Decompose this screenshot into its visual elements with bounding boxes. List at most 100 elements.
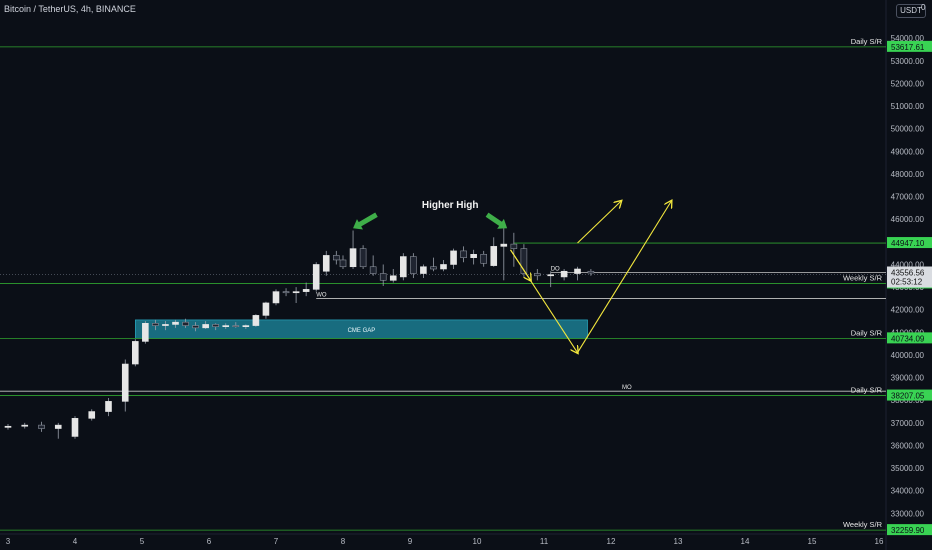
candle[interactable] (302, 289, 310, 292)
candle[interactable] (379, 273, 387, 281)
candle[interactable] (132, 341, 139, 365)
time-tick-label: 5 (140, 537, 145, 546)
symbol-title: Bitcoin / TetherUS, 4h, BINANCE (4, 4, 136, 14)
candle[interactable] (587, 270, 595, 274)
candle[interactable] (232, 325, 240, 327)
price-tick-label: 53000.00 (891, 57, 925, 66)
candle[interactable] (105, 401, 112, 412)
candle[interactable] (560, 270, 568, 278)
higher-high-label: Higher High (422, 200, 479, 211)
candle[interactable] (192, 325, 199, 329)
candle[interactable] (547, 274, 555, 277)
time-tick-label: 15 (808, 537, 817, 546)
time-tick-label: 14 (741, 537, 750, 546)
candle[interactable] (430, 266, 437, 270)
price-tick-label: 37000.00 (891, 419, 925, 428)
candle[interactable] (54, 424, 62, 429)
time-tick-label: 8 (341, 537, 346, 546)
candle[interactable] (322, 255, 330, 272)
candle[interactable] (574, 268, 581, 274)
time-tick-label: 12 (607, 537, 616, 546)
green-arrow[interactable] (485, 212, 508, 229)
candle[interactable] (272, 291, 280, 304)
candle[interactable] (162, 324, 169, 326)
candle[interactable] (339, 259, 347, 268)
candle[interactable] (332, 255, 340, 261)
candle[interactable] (292, 291, 300, 294)
time-tick-label: 16 (875, 537, 884, 546)
price-tick-label: 34000.00 (891, 487, 925, 496)
candle[interactable] (262, 302, 270, 316)
candle[interactable] (389, 275, 397, 281)
time-tick-label: 13 (674, 537, 683, 546)
current-price-text: 43556.56 (891, 269, 925, 278)
candle[interactable] (252, 315, 260, 326)
currency-caret[interactable]: 0 (921, 3, 926, 12)
price-tick-label: 40000.00 (891, 351, 925, 360)
price-tick-label: 36000.00 (891, 441, 925, 450)
projection-arrow[interactable] (577, 201, 672, 354)
time-tick-label: 6 (207, 537, 212, 546)
sr-price-tag (887, 389, 932, 401)
candle[interactable] (440, 264, 447, 270)
level-line-label: MO (622, 385, 632, 391)
price-tick-label: 39000.00 (891, 374, 925, 383)
candle[interactable] (533, 273, 541, 277)
candle[interactable] (410, 256, 417, 274)
candle[interactable] (4, 425, 12, 428)
candle[interactable] (420, 266, 427, 274)
candle[interactable] (212, 324, 219, 327)
candle[interactable] (142, 323, 149, 342)
candle[interactable] (399, 256, 407, 278)
sr-price-tag (887, 332, 932, 344)
candle[interactable] (172, 321, 179, 325)
candle[interactable] (450, 250, 457, 265)
projection-arrow[interactable] (577, 201, 622, 244)
currency-button[interactable]: USDT (896, 4, 926, 18)
sr-price-tag-text: 32259.90 (891, 526, 925, 535)
candle[interactable] (349, 248, 357, 268)
level-line-label: WO (316, 292, 327, 298)
price-tick-label: 33000.00 (891, 509, 925, 518)
candle[interactable] (242, 325, 250, 327)
candle[interactable] (500, 243, 508, 247)
price-tick-label: 42000.00 (891, 306, 925, 315)
candle[interactable] (182, 321, 189, 326)
level-line-label: DO (551, 266, 560, 272)
price-tick-label: 50000.00 (891, 125, 925, 134)
candle[interactable] (359, 248, 367, 268)
candle[interactable] (222, 325, 230, 327)
candle[interactable] (510, 243, 518, 249)
time-tick-label: 4 (73, 537, 78, 546)
cme-gap-label: CME GAP (348, 328, 376, 334)
sr-price-tag-text: 38207.05 (891, 392, 925, 401)
current-price-tag (887, 266, 932, 288)
projection-arrow[interactable] (510, 249, 578, 353)
candle[interactable] (121, 363, 129, 402)
candle[interactable] (470, 253, 477, 258)
green-arrow[interactable] (353, 212, 378, 230)
sr-price-tag-text: 53617.61 (891, 43, 925, 52)
sr-price-tag (887, 40, 932, 52)
candle[interactable] (152, 323, 159, 326)
price-tick-label: 48000.00 (891, 170, 925, 179)
candle[interactable] (202, 324, 209, 329)
candle[interactable] (282, 291, 290, 294)
sr-price-tag (887, 524, 932, 536)
sr-line-label: Weekly S/R (843, 273, 883, 282)
candle[interactable] (38, 424, 45, 429)
price-tick-label: 52000.00 (891, 79, 925, 88)
candle[interactable] (312, 264, 320, 290)
candle[interactable] (460, 250, 467, 258)
sr-line-label: Daily S/R (851, 328, 883, 337)
candle[interactable] (480, 253, 488, 264)
price-tick-label: 49000.00 (891, 147, 925, 156)
candle[interactable] (369, 266, 377, 274)
level-price-tag (887, 237, 932, 249)
time-tick-label: 3 (6, 537, 11, 546)
candle[interactable] (21, 424, 29, 427)
candle[interactable] (71, 418, 79, 437)
candle[interactable] (490, 246, 498, 266)
candle[interactable] (88, 411, 96, 419)
